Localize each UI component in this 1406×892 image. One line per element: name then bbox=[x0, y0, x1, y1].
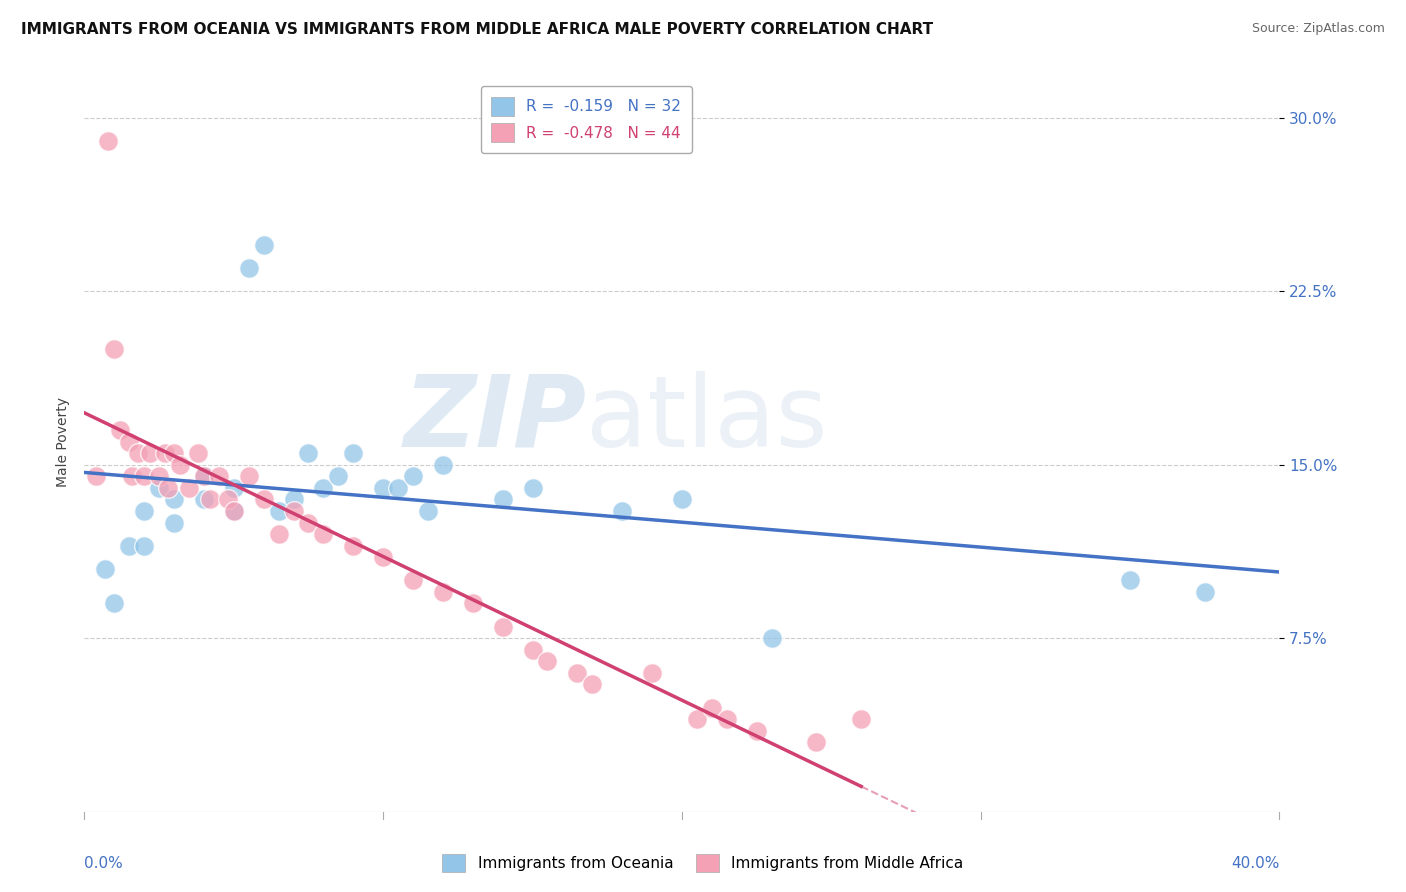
Point bbox=[222, 504, 245, 518]
Point bbox=[745, 723, 768, 738]
Point bbox=[297, 446, 319, 460]
Point bbox=[163, 516, 186, 530]
Point bbox=[97, 134, 120, 148]
Text: Source: ZipAtlas.com: Source: ZipAtlas.com bbox=[1251, 22, 1385, 36]
Point bbox=[169, 458, 191, 472]
Point bbox=[193, 469, 215, 483]
Text: 40.0%: 40.0% bbox=[1232, 856, 1279, 871]
Point bbox=[193, 492, 215, 507]
Point bbox=[163, 446, 186, 460]
Point bbox=[118, 434, 141, 449]
Point bbox=[132, 504, 156, 518]
Point bbox=[432, 585, 454, 599]
Point bbox=[373, 481, 395, 495]
Point bbox=[328, 469, 350, 483]
Point bbox=[118, 539, 141, 553]
Point bbox=[148, 469, 170, 483]
Text: ZIP: ZIP bbox=[404, 371, 586, 467]
Point bbox=[297, 516, 319, 530]
Point bbox=[217, 492, 239, 507]
Point bbox=[612, 504, 634, 518]
Text: 0.0%: 0.0% bbox=[84, 856, 124, 871]
Point bbox=[86, 469, 108, 483]
Point bbox=[177, 481, 200, 495]
Point bbox=[1119, 574, 1142, 588]
Point bbox=[238, 260, 260, 275]
Point bbox=[238, 469, 260, 483]
Point bbox=[416, 504, 439, 518]
Point bbox=[121, 469, 143, 483]
Point bbox=[536, 654, 558, 668]
Point bbox=[342, 446, 364, 460]
Point bbox=[716, 712, 738, 726]
Point bbox=[1194, 585, 1216, 599]
Point bbox=[110, 423, 132, 437]
Text: atlas: atlas bbox=[586, 371, 828, 467]
Text: IMMIGRANTS FROM OCEANIA VS IMMIGRANTS FROM MIDDLE AFRICA MALE POVERTY CORRELATIO: IMMIGRANTS FROM OCEANIA VS IMMIGRANTS FR… bbox=[21, 22, 934, 37]
Point bbox=[700, 700, 723, 714]
Point bbox=[522, 481, 544, 495]
Point bbox=[103, 342, 125, 356]
Point bbox=[492, 492, 515, 507]
Point bbox=[132, 469, 156, 483]
Point bbox=[461, 597, 484, 611]
Point bbox=[127, 446, 149, 460]
Point bbox=[267, 527, 290, 541]
Point bbox=[208, 469, 231, 483]
Point bbox=[153, 446, 176, 460]
Point bbox=[193, 469, 215, 483]
Point bbox=[581, 677, 603, 691]
Point bbox=[671, 492, 693, 507]
Point bbox=[222, 504, 245, 518]
Point bbox=[139, 446, 162, 460]
Point bbox=[267, 504, 290, 518]
Point bbox=[312, 481, 335, 495]
Point bbox=[492, 619, 515, 633]
Point bbox=[253, 238, 276, 252]
Point bbox=[94, 562, 117, 576]
Legend: Immigrants from Oceania, Immigrants from Middle Africa: Immigrants from Oceania, Immigrants from… bbox=[434, 846, 972, 880]
Point bbox=[103, 597, 125, 611]
Legend: R =  -0.159   N = 32, R =  -0.478   N = 44: R = -0.159 N = 32, R = -0.478 N = 44 bbox=[481, 87, 692, 153]
Point bbox=[432, 458, 454, 472]
Point bbox=[157, 481, 180, 495]
Point bbox=[806, 735, 828, 749]
Point bbox=[222, 481, 245, 495]
Point bbox=[283, 492, 305, 507]
Point bbox=[402, 574, 425, 588]
Point bbox=[686, 712, 709, 726]
Point bbox=[402, 469, 425, 483]
Point bbox=[567, 665, 589, 680]
Point bbox=[387, 481, 409, 495]
Point bbox=[342, 539, 364, 553]
Point bbox=[253, 492, 276, 507]
Point bbox=[761, 631, 783, 645]
Point bbox=[148, 481, 170, 495]
Point bbox=[163, 492, 186, 507]
Point bbox=[641, 665, 664, 680]
Point bbox=[132, 539, 156, 553]
Point bbox=[522, 642, 544, 657]
Point bbox=[851, 712, 873, 726]
Point bbox=[198, 492, 221, 507]
Point bbox=[283, 504, 305, 518]
Point bbox=[373, 550, 395, 565]
Point bbox=[312, 527, 335, 541]
Point bbox=[187, 446, 209, 460]
Y-axis label: Male Poverty: Male Poverty bbox=[56, 397, 70, 486]
